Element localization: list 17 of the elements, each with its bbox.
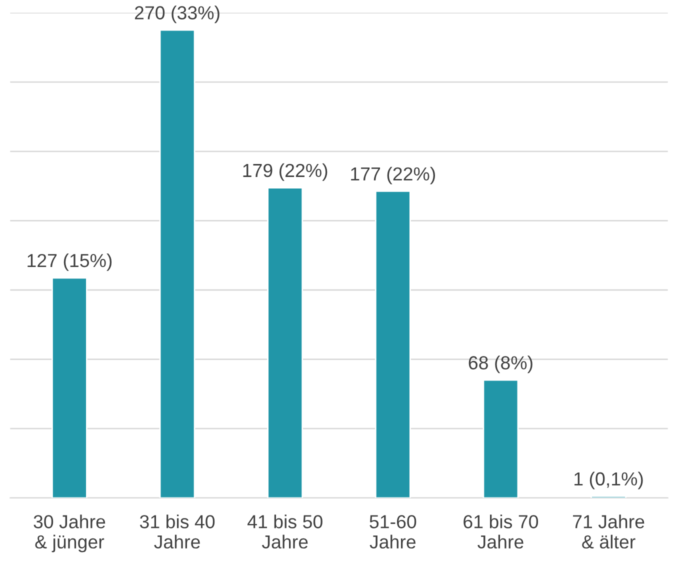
data-label: 270 (33%) (134, 6, 220, 24)
bar (374, 190, 411, 498)
bar (159, 29, 196, 498)
data-label: 127 (15%) (28, 253, 112, 271)
x-tick-label: 61 bis 70 Jahre (464, 514, 538, 549)
bar (52, 277, 88, 498)
data-label: 1 (0,1%) (574, 472, 643, 490)
x-tick-label: 31 bis 40 Jahre (140, 514, 215, 549)
x-tick-label: 51-60 Jahre (370, 515, 416, 549)
bar (267, 187, 304, 498)
data-label: 179 (22%) (243, 163, 328, 181)
bar (482, 379, 519, 498)
x-tick-label: 41 bis 50 Jahre (247, 514, 322, 549)
data-label: 68 (8%) (468, 356, 532, 374)
x-tick-label: 71 Jahre & älter (573, 514, 644, 549)
x-tick-label: 30 Jahre & jünger (34, 514, 106, 552)
data-label: 177 (22%) (351, 166, 435, 184)
